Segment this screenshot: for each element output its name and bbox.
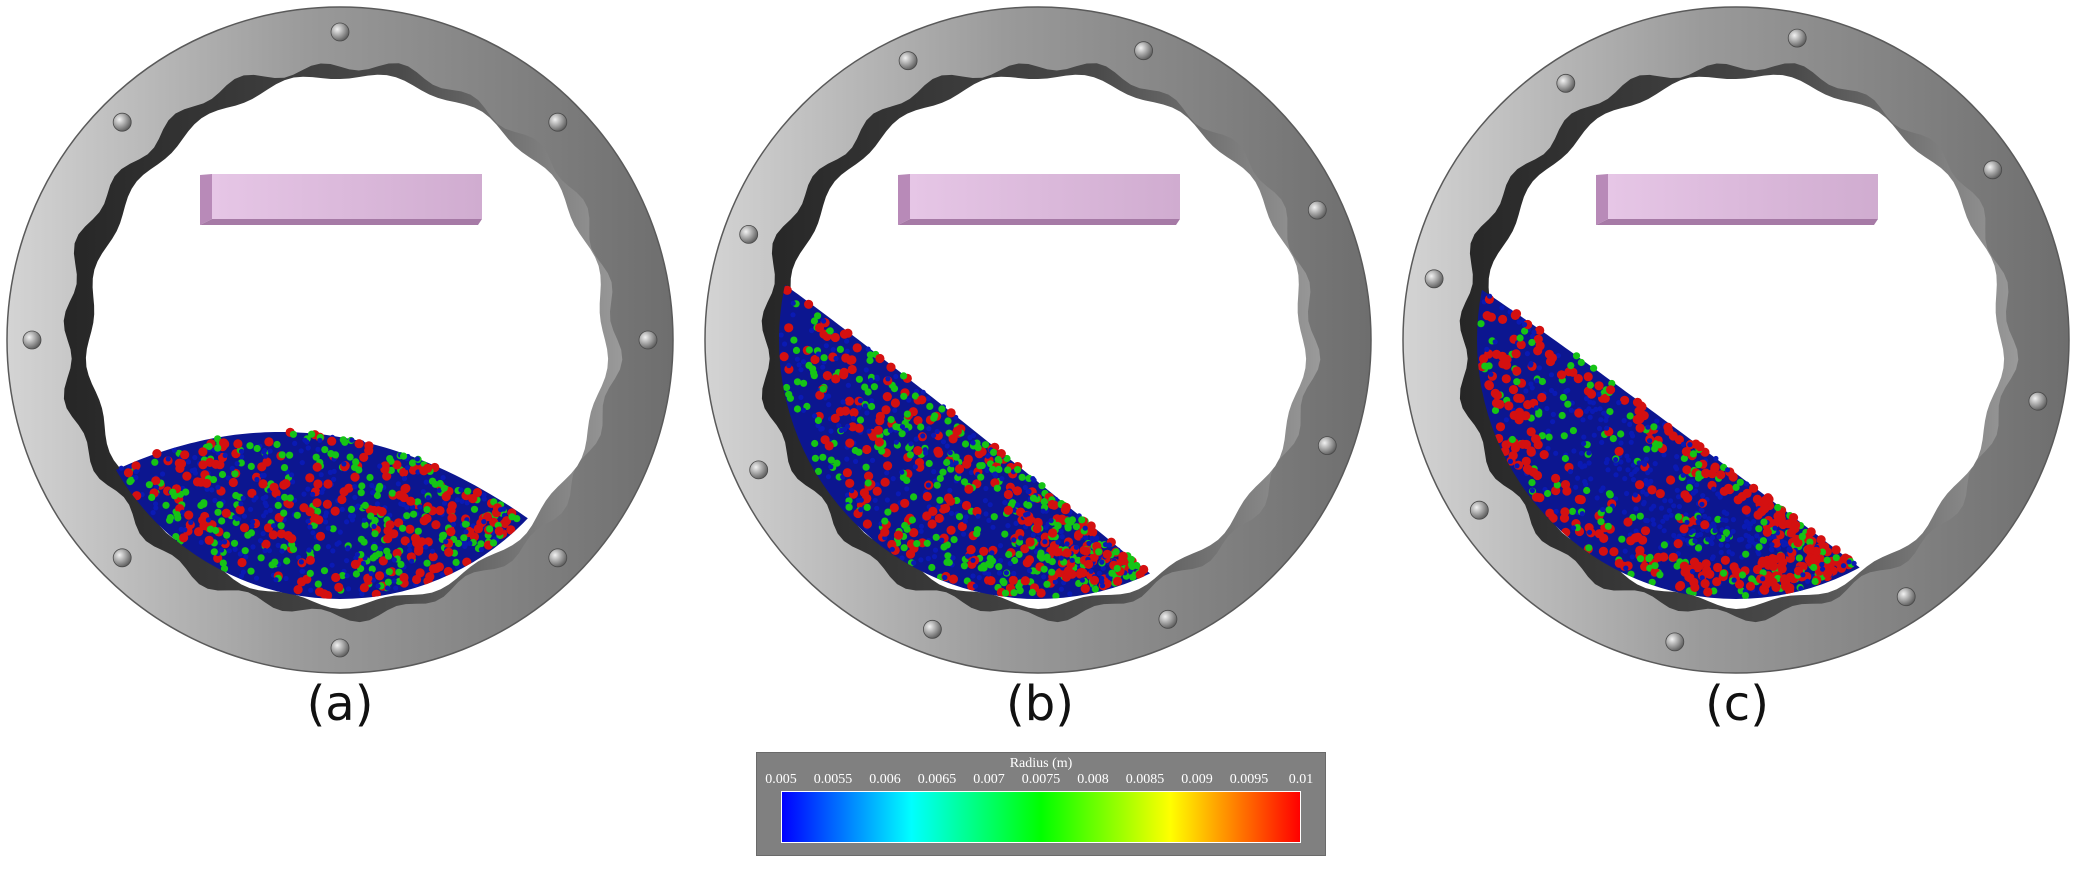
bolt-icon: [1317, 436, 1337, 456]
panel-label-b: (b): [1006, 676, 1074, 732]
bolt-icon: [1424, 269, 1444, 289]
drum-c: [1402, 6, 2070, 674]
bolt-icon: [330, 638, 350, 658]
panel-label-a: (a): [306, 676, 374, 732]
colorbar-tick-label: 0.009: [1181, 772, 1213, 787]
bolt-icon: [1665, 632, 1685, 652]
bolt-icon: [898, 51, 918, 71]
colorbar-tick-labels: 0.005 0.0055 0.006 0.0065 0.007 0.0075 0.008 0.…: [765, 772, 1313, 790]
bolt-icon: [112, 112, 132, 132]
bolt-icon: [1158, 609, 1178, 629]
bolt-icon: [112, 548, 132, 568]
bolt-icon: [1787, 28, 1807, 48]
particle-bed: [81, 427, 555, 599]
lifter-side: [898, 174, 910, 225]
lifter-bottom: [200, 219, 482, 225]
colorbar-tick-label: 0.006: [869, 772, 901, 787]
lifter-side: [1596, 174, 1608, 225]
colorbar-tick-label: 0.01: [1288, 772, 1314, 787]
bolt-icon: [548, 112, 568, 132]
bolt-icon: [330, 22, 350, 42]
colorbar-tick-label: 0.0075: [1021, 772, 1061, 787]
colorbar-tick-label: 0.005: [765, 772, 797, 787]
bolt-icon: [1983, 160, 2003, 180]
colorbar-tick-label: 0.0065: [917, 772, 957, 787]
colorbar-tick-label: 0.008: [1077, 772, 1109, 787]
lifter-bar: [910, 174, 1180, 219]
bolt-icon: [1469, 500, 1489, 520]
colorbar-tick-label: 0.0085: [1125, 772, 1165, 787]
radius-colorbar: Radius (m) 0.005 0.0055 0.006 0.0065 0.007 0.…: [756, 752, 1326, 856]
colorbar-tick-label: 0.0095: [1229, 772, 1269, 787]
bolt-icon: [1134, 41, 1153, 61]
lifter-bottom: [898, 219, 1180, 225]
bolt-icon: [1556, 73, 1576, 93]
bolt-icon: [923, 619, 942, 639]
bolt-icon: [1307, 200, 1327, 220]
panel-label-c: (c): [1705, 676, 1769, 732]
colorbar-gradient: [781, 791, 1301, 843]
lifter-bar: [212, 174, 482, 219]
bolt-icon: [22, 330, 42, 350]
bolt-icon: [749, 460, 769, 480]
colorbar-title: Radius (m): [1009, 756, 1073, 771]
bolt-icon: [1896, 587, 1916, 607]
bolt-icon: [548, 548, 568, 568]
colorbar-tick-label: 0.007: [973, 772, 1005, 787]
bolt-icon: [739, 224, 759, 244]
lifter-bar: [1608, 174, 1878, 219]
bolt-icon: [638, 330, 658, 350]
drum-a: [6, 6, 674, 674]
bolt-icon: [2028, 391, 2048, 411]
drum-b: [704, 6, 1372, 674]
lifter-bottom: [1596, 219, 1878, 225]
lifter-side: [200, 174, 212, 225]
colorbar-tick-label: 0.0055: [813, 772, 853, 787]
